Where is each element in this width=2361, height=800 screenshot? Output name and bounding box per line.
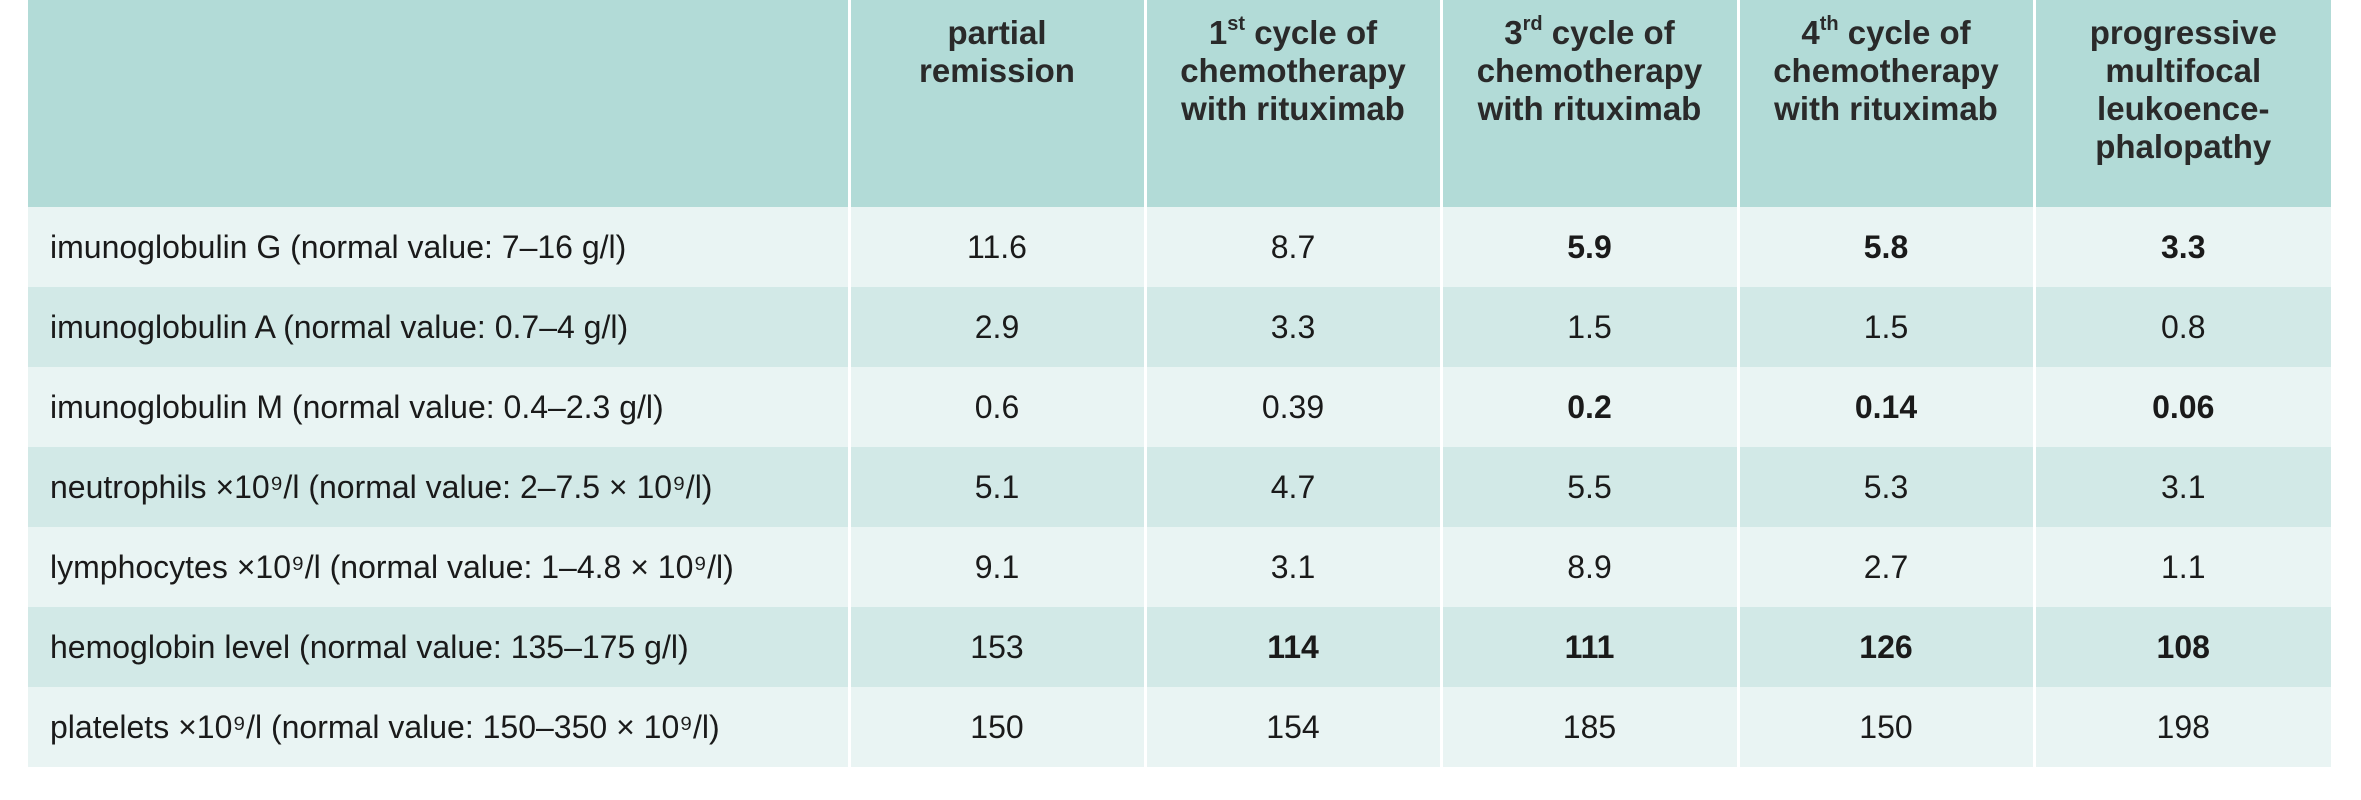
table-cell-value: 5.1 — [847, 447, 1145, 527]
ordinal-rest: cycle of — [1542, 14, 1675, 51]
table-row: lymphocytes ×10⁹/l (normal value: 1–4.8 … — [28, 527, 2331, 607]
header-row: partial remission 1st cycle of chemotherapy… — [28, 0, 2331, 207]
table-cell-value: 3.3 — [2032, 207, 2331, 287]
table-cell-value: 3.3 — [1143, 287, 1441, 367]
table-body: imunoglobulin G (normal value: 7–16 g/l)… — [28, 207, 2331, 767]
header-pml: progressive multifocal leukoence-phalopath… — [2032, 0, 2331, 207]
header-line: chemotherapy — [1773, 52, 1999, 89]
lab-results-table: partial remission 1st cycle of chemotherapy… — [28, 0, 2331, 767]
table-cell-value: 0.14 — [1736, 367, 2034, 447]
header-text: 1st cycle of chemotherapy with rituximab — [1153, 0, 1434, 128]
table-cell-value: 4.7 — [1143, 447, 1441, 527]
table-cell-value: 9.1 — [847, 527, 1145, 607]
ordinal-number: 1 — [1208, 14, 1228, 51]
table-cell-value: 8.7 — [1143, 207, 1441, 287]
row-label: lymphocytes ×10⁹/l (normal value: 1–4.8 … — [28, 527, 849, 607]
header-ordinal-line: 4th cycle of — [1746, 14, 2027, 52]
table-cell-value: 185 — [1439, 687, 1738, 767]
table-cell-value: 198 — [2032, 687, 2331, 767]
header-line: chemotherapy — [1180, 52, 1406, 89]
header-line: chemotherapy — [1476, 52, 1703, 89]
header-cycle-1: 1st cycle of chemotherapy with rituximab — [1143, 0, 1441, 207]
ordinal-suffix: st — [1227, 13, 1246, 35]
header-partial-remission: partial remission — [847, 0, 1145, 207]
table-cell-value: 5.5 — [1439, 447, 1738, 527]
table-row: imunoglobulin G (normal value: 7–16 g/l)… — [28, 207, 2331, 287]
row-label: imunoglobulin A (normal value: 0.7–4 g/l… — [28, 287, 849, 367]
table-cell-value: 2.9 — [847, 287, 1145, 367]
table-cell-value: 126 — [1736, 607, 2034, 687]
table-cell-value: 1.5 — [1736, 287, 2034, 367]
table-cell-value: 5.3 — [1736, 447, 2034, 527]
table-row: imunoglobulin A (normal value: 0.7–4 g/l… — [28, 287, 2331, 367]
row-label: hemoglobin level (normal value: 135–175 … — [28, 607, 849, 687]
header-ordinal-line: 3rd cycle of — [1449, 14, 1731, 52]
table-cell-value: 114 — [1143, 607, 1441, 687]
table-cell-value: 3.1 — [2032, 447, 2331, 527]
header-line: leukoence- — [2097, 90, 2270, 127]
header-text: 4th cycle of chemotherapy with rituximab — [1746, 0, 2027, 128]
header-line: multifocal — [2105, 52, 2262, 89]
table-cell-value: 150 — [847, 687, 1145, 767]
table-cell-value: 154 — [1143, 687, 1441, 767]
row-label: imunoglobulin G (normal value: 7–16 g/l) — [28, 207, 849, 287]
table-cell-value: 0.6 — [847, 367, 1145, 447]
table-row: platelets ×10⁹/l (normal value: 150–350 … — [28, 687, 2331, 767]
table-cell-value: 1.5 — [1439, 287, 1738, 367]
ordinal-number: 4 — [1801, 14, 1820, 51]
table-cell-value: 108 — [2032, 607, 2331, 687]
table-cell-value: 3.1 — [1143, 527, 1441, 607]
header-line: with rituximab — [1181, 90, 1405, 127]
ordinal-rest: cycle of — [1838, 14, 1971, 51]
header-ordinal-line: 1st cycle of — [1153, 14, 1434, 52]
table-header: partial remission 1st cycle of chemotherapy… — [28, 0, 2331, 207]
ordinal-suffix: th — [1819, 13, 1839, 35]
header-text: 3rd cycle of chemotherapy with rituximab — [1449, 0, 1731, 128]
ordinal-suffix: rd — [1522, 13, 1543, 35]
header-line: phalopathy — [2095, 128, 2272, 165]
header-text: partial remission — [857, 0, 1138, 90]
row-label: platelets ×10⁹/l (normal value: 150–350 … — [28, 687, 849, 767]
table-cell-value: 0.06 — [2032, 367, 2331, 447]
table-cell-value: 0.2 — [1439, 367, 1738, 447]
table-cell-value: 5.8 — [1736, 207, 2034, 287]
table-row: neutrophils ×10⁹/l (normal value: 2–7.5 … — [28, 447, 2331, 527]
ordinal-number: 3 — [1504, 14, 1523, 51]
header-line: progressive — [2089, 14, 2277, 51]
header-line: with rituximab — [1774, 90, 1998, 127]
row-label: neutrophils ×10⁹/l (normal value: 2–7.5 … — [28, 447, 849, 527]
table-cell-value: 5.9 — [1439, 207, 1738, 287]
header-line: with rituximab — [1477, 90, 1702, 127]
header-text — [34, 0, 842, 14]
header-cycle-4: 4th cycle of chemotherapy with rituximab — [1736, 0, 2034, 207]
table-cell-value: 1.1 — [2032, 527, 2331, 607]
table-row: imunoglobulin M (normal value: 0.4–2.3 g… — [28, 367, 2331, 447]
table-cell-value: 111 — [1439, 607, 1738, 687]
ordinal-rest: cycle of — [1245, 14, 1378, 51]
table-row: hemoglobin level (normal value: 135–175 … — [28, 607, 2331, 687]
table-cell-value: 2.7 — [1736, 527, 2034, 607]
table-cell-value: 8.9 — [1439, 527, 1738, 607]
header-line: remission — [919, 52, 1075, 89]
header-line: partial — [947, 14, 1047, 51]
header-cycle-3: 3rd cycle of chemotherapy with rituximab — [1439, 0, 1738, 207]
table-cell-value: 0.39 — [1143, 367, 1441, 447]
table-cell-value: 150 — [1736, 687, 2034, 767]
header-text: progressive multifocal leukoence-phalopath… — [2042, 0, 2326, 166]
table-cell-value: 0.8 — [2032, 287, 2331, 367]
header-label-column — [28, 0, 849, 207]
row-label: imunoglobulin M (normal value: 0.4–2.3 g… — [28, 367, 849, 447]
table-cell-value: 153 — [847, 607, 1145, 687]
table-cell-value: 11.6 — [847, 207, 1145, 287]
